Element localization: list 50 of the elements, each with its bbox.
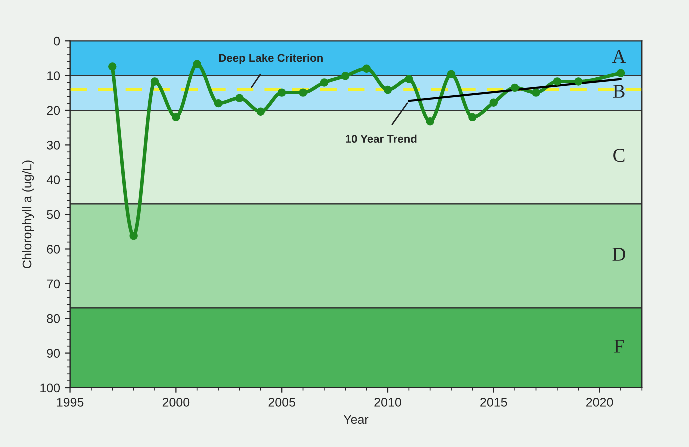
y-tick-label: 70: [47, 280, 60, 289]
x-tick-label: 2005: [268, 398, 296, 407]
y-tick-label: 40: [46, 176, 60, 185]
point: [426, 117, 434, 126]
point: [384, 86, 392, 94]
annotation: Deep Lake Criterion: [219, 54, 323, 64]
point: [447, 70, 456, 79]
point: [342, 72, 350, 80]
band-label: D: [612, 248, 626, 261]
point: [616, 69, 626, 78]
point: [490, 98, 498, 107]
y-tick-label: 10: [48, 72, 60, 80]
point: [256, 108, 266, 116]
point: [362, 64, 371, 73]
band-label: C: [614, 149, 625, 162]
y-axis-title: Chlorophyll a (ug/L): [22, 160, 34, 268]
point: [150, 78, 160, 86]
x-tick-label: 2015: [480, 398, 508, 407]
point: [405, 75, 414, 84]
y-tick-label: 0: [54, 36, 60, 46]
point: [278, 88, 286, 97]
point: [108, 62, 117, 71]
y-tick-label: 50: [47, 210, 60, 220]
y-tick-label: 60: [47, 245, 60, 254]
point: [510, 84, 520, 92]
band-label: A: [612, 50, 626, 64]
x-tick-label: 2010: [374, 398, 402, 407]
y-tick-label: 30: [47, 140, 60, 150]
annotation: 10 Year Trend: [346, 134, 417, 144]
point: [172, 113, 180, 122]
point: [236, 94, 244, 102]
x-tick-label: 2020: [586, 398, 614, 407]
point: [193, 60, 202, 68]
x-tick-label: 2000: [162, 398, 190, 407]
point: [532, 88, 540, 97]
x-tick-label: 1995: [57, 398, 84, 407]
y-tick-label: 100: [40, 384, 60, 393]
point: [214, 99, 223, 108]
y-tick-label: 20: [47, 106, 60, 116]
band-label: F: [614, 340, 624, 353]
point: [468, 113, 477, 122]
y-tick-label: 90: [47, 349, 60, 358]
point: [320, 78, 329, 87]
x-axis-title: Year: [344, 415, 369, 424]
point: [299, 88, 308, 97]
y-tick-label: 80: [47, 314, 60, 324]
point: [553, 78, 562, 86]
band-label: B: [613, 85, 625, 98]
point: [130, 232, 138, 240]
point: [574, 78, 583, 86]
